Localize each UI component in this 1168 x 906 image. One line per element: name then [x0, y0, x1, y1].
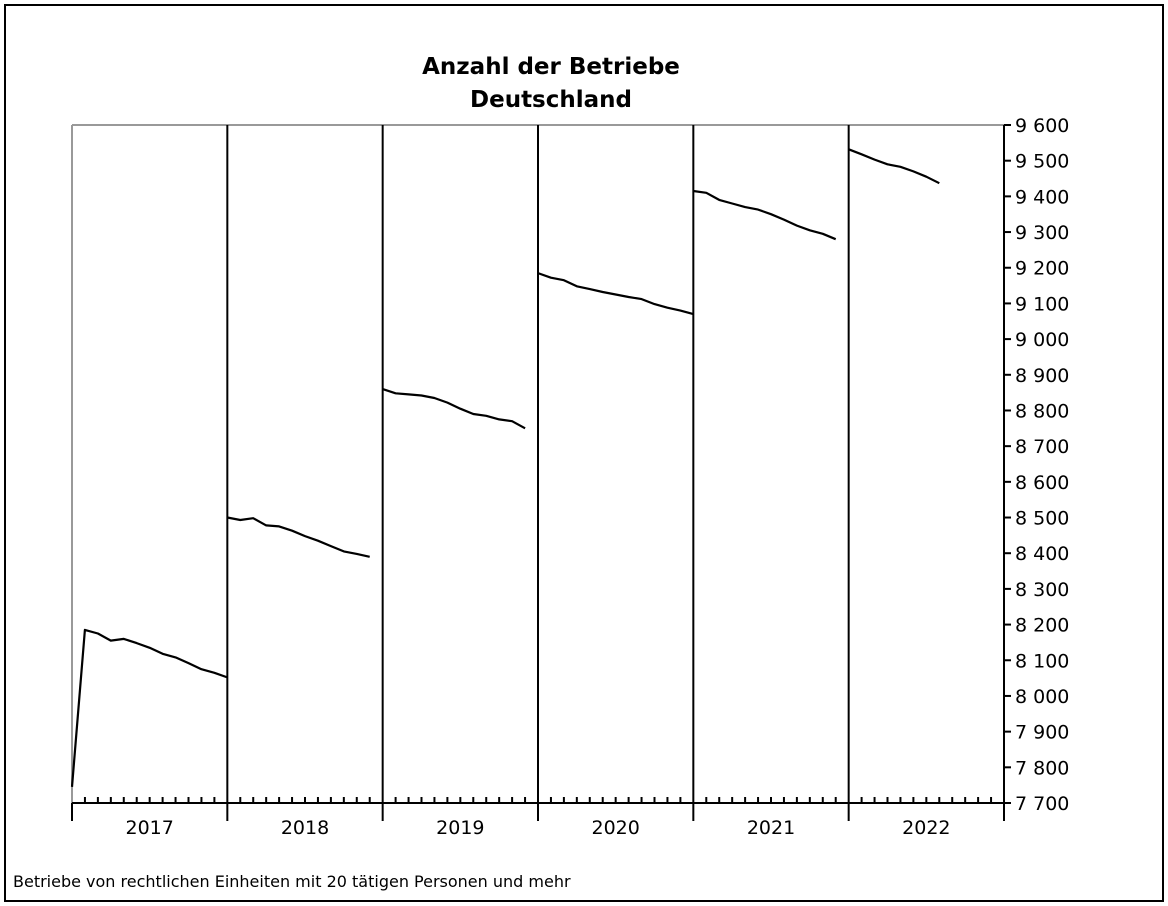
chart-canvas: 7 700 7 800 7 900 8 000 8 100 8 200 8 300 8 400… — [70, 115, 1069, 839]
x-tick-labels: 2017 2018 2019 2020 2021 2022 — [125, 817, 950, 839]
x-major-ticks — [71, 803, 1005, 821]
y-tick-label: 7 800 — [1015, 757, 1069, 779]
y-tick-label: 8 000 — [1015, 686, 1069, 708]
y-tick-label: 8 700 — [1015, 436, 1069, 458]
y-tick-label: 7 900 — [1015, 722, 1069, 744]
chart-footnote: Betriebe von rechtlichen Einheiten mit 2… — [13, 872, 571, 891]
series-line-2020 — [537, 272, 694, 316]
x-minor-ticks — [83, 797, 993, 803]
y-tick-label: 9 200 — [1015, 258, 1069, 280]
y-tick-label: 9 500 — [1015, 151, 1069, 173]
y-tick-label: 9 300 — [1015, 222, 1069, 244]
x-tick-label: 2021 — [747, 817, 795, 839]
series-lines — [70, 148, 940, 787]
y-tick-label: 8 300 — [1015, 579, 1069, 601]
chart-title: Anzahl der Betriebe — [422, 54, 680, 80]
x-tick-label: 2017 — [125, 817, 173, 839]
y-tick-label: 9 100 — [1015, 293, 1069, 315]
chart-frame: 7 700 7 800 7 900 8 000 8 100 8 200 8 300 8 400… — [4, 4, 1164, 902]
chart-subtitle: Deutschland — [470, 87, 632, 113]
series-line-2022 — [848, 148, 940, 185]
y-tick-label: 8 600 — [1015, 472, 1069, 494]
year-separators — [226, 125, 850, 803]
x-tick-label: 2022 — [902, 817, 950, 839]
series-line-2021 — [693, 189, 837, 241]
y-tick-label: 8 100 — [1015, 650, 1069, 672]
y-tick-label: 9 000 — [1015, 329, 1069, 351]
y-tick-label: 8 900 — [1015, 365, 1069, 387]
y-ticks — [1004, 124, 1011, 804]
x-tick-label: 2019 — [436, 817, 484, 839]
y-tick-label: 8 400 — [1015, 543, 1069, 565]
x-tick-label: 2020 — [591, 817, 639, 839]
series-line-2018 — [227, 516, 370, 558]
y-tick-label: 8 200 — [1015, 615, 1069, 637]
y-tick-label: 7 700 — [1015, 793, 1069, 815]
y-tick-label: 9 600 — [1015, 115, 1069, 137]
y-tick-label: 8 800 — [1015, 400, 1069, 422]
x-tick-label: 2018 — [281, 817, 329, 839]
y-tick-label: 9 400 — [1015, 186, 1069, 208]
y-tick-label: 8 500 — [1015, 508, 1069, 530]
series-line-2019 — [382, 388, 526, 430]
y-tick-labels: 7 700 7 800 7 900 8 000 8 100 8 200 8 300 8 400… — [1015, 115, 1069, 815]
series-line-2017 — [70, 628, 228, 787]
